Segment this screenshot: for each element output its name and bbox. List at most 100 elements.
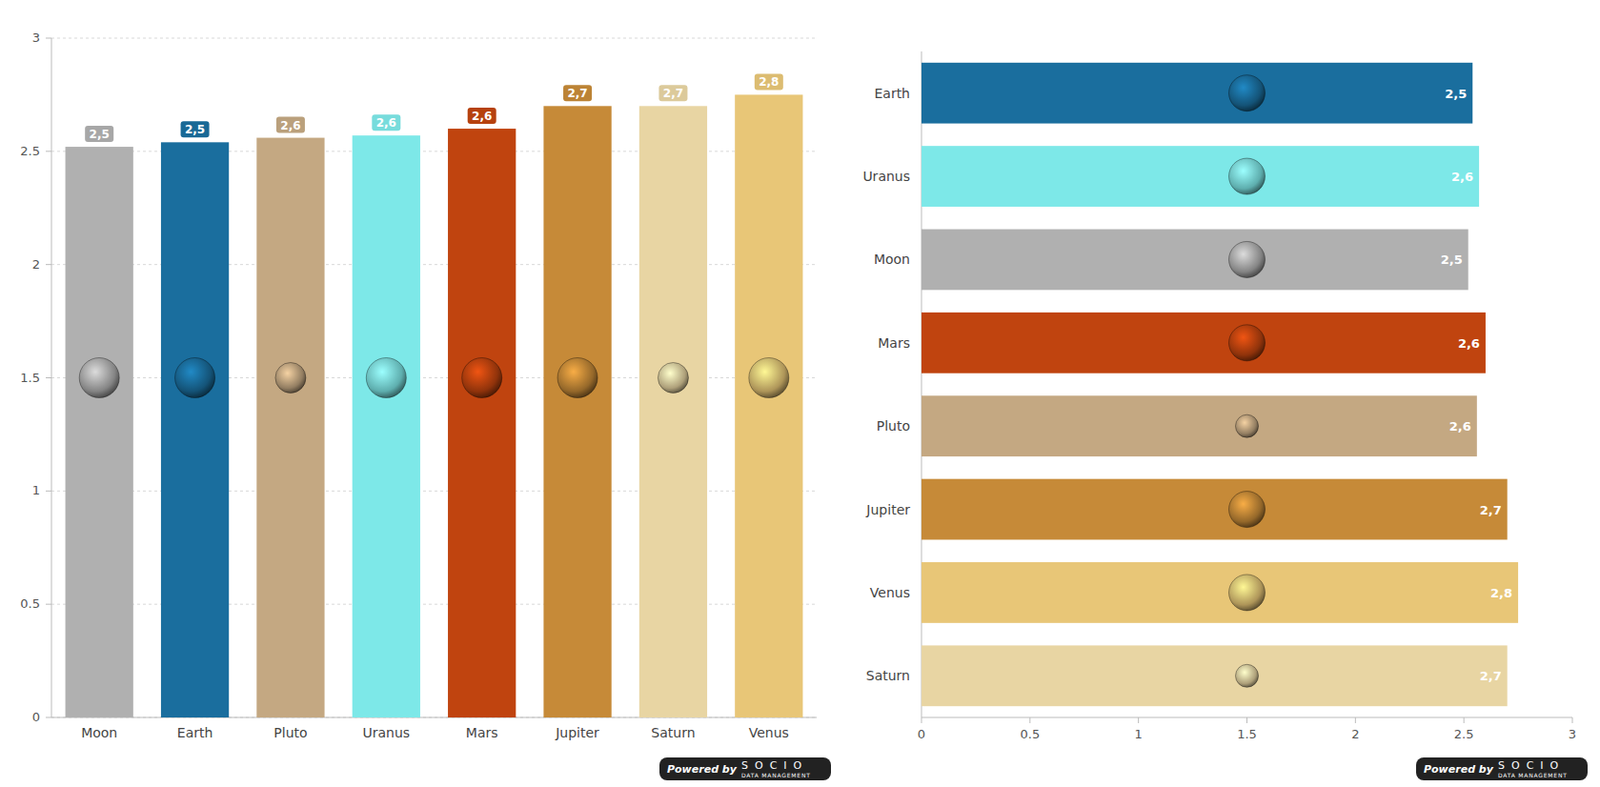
tick-label: 3 [1568,727,1577,742]
category-label: Venus [870,585,911,601]
category-label: Jupiter [554,725,600,741]
tick [1029,717,1031,724]
planet-icon [1229,491,1266,528]
tick [45,38,52,40]
tick-label: 3 [32,30,41,45]
chart: 0 0.5 1 1.5 2 2.5 3 2,5 Moon 2,5 Earth 2,6 Pluto 2,6 U… [20,30,817,741]
planet-icon [557,358,598,399]
badge-bg [659,757,831,781]
planet-icon [749,358,790,399]
data-label: 2,6 [280,119,301,133]
grid-line [51,38,817,40]
badge-text: Powered by [1423,763,1495,776]
data-label: 2,7 [1479,503,1502,518]
data-label: 2,7 [567,86,588,101]
bar [256,138,325,718]
badge-text: DATA MANAGEMENT [1498,771,1568,779]
tick-label: 0 [917,727,926,742]
category-label: Venus [749,725,790,741]
bar [352,135,421,718]
planet-icon [1235,414,1259,438]
data-label-bg [563,84,592,102]
category-label: Earth [177,725,214,741]
tick [1246,717,1248,724]
badge: Powered bySOCIODATA MANAGEMENT [1416,757,1588,781]
tick-label: 1 [1134,727,1143,742]
planet-icon [275,363,306,394]
marks [921,62,1519,707]
tick [1463,717,1465,724]
tick-label: 2 [1351,727,1359,742]
category-label: Moon [81,725,118,741]
category-label: Mars [465,725,499,741]
badge-bg [1416,757,1588,781]
tick [45,263,52,265]
bar [921,562,1519,624]
marks [65,94,804,718]
bar [543,105,611,718]
planet-icon [1235,664,1259,688]
category-label: Pluto [273,725,307,741]
canvas: 0 0.5 1 1.5 2 2.5 3 2,5 Moon 2,5 Earth 2,6 Pluto 2,6 U… [0,0,1600,787]
tick [1355,717,1357,724]
data-label-bg [371,114,401,131]
tick [1572,717,1574,724]
bar [921,145,1479,207]
data-label: 2,7 [1479,668,1502,684]
category-label: Jupiter [865,502,911,518]
tick-label: 0.5 [20,596,41,611]
data-label-bg [658,84,688,102]
tick-label: 0.5 [1019,727,1040,742]
planet-icon [462,358,503,399]
bar [921,395,1478,457]
bar [639,105,708,718]
data-label: 2,5 [1444,86,1467,102]
data-label: 2,5 [184,122,205,137]
data-label: 2,6 [471,109,492,123]
category-label: Uranus [363,725,411,741]
data-label: 2,6 [1451,169,1474,184]
bar [161,141,229,718]
tick [921,717,923,724]
tick [45,717,52,719]
planet-icon [1229,324,1266,362]
data-label: 2,8 [1490,586,1513,601]
tick [45,490,52,492]
data-label: 2,7 [663,86,684,101]
data-label: 2,6 [1449,419,1472,434]
tick-label: 1.5 [1236,727,1257,742]
planet-icon [1229,158,1266,195]
badge-text: SOCIO [741,759,809,772]
tick-label: 2.5 [20,143,41,159]
data-label-bg [181,121,210,138]
badge-text: DATA MANAGEMENT [741,771,811,779]
tick-label: 1.5 [20,370,41,385]
bar [921,229,1469,291]
badge-text: Powered by [667,763,738,776]
bar [447,128,516,718]
data-label-bg [467,107,497,124]
planet-icon [657,363,689,394]
bar [921,645,1508,707]
tick-label: 0 [32,709,41,725]
planet-icon [1229,574,1266,611]
planet-icon [1229,75,1266,112]
category-label: Mars [877,335,911,351]
data-label: 2,8 [758,75,779,89]
tick [45,604,52,606]
tick [1137,717,1139,724]
data-label-bg [276,117,305,134]
bar [921,312,1486,374]
data-label-bg [754,73,784,90]
tick-label: 2.5 [1454,727,1475,742]
data-label: 2,5 [89,127,110,142]
bar [921,479,1508,541]
tick-label: 2 [32,257,41,272]
bar [65,146,134,718]
category-label: Saturn [650,725,695,741]
tick-label: 1 [32,483,41,498]
planet-icon [365,358,406,399]
data-label: 2,6 [1458,336,1480,351]
tick [45,150,52,152]
category-label: Pluto [876,418,911,434]
